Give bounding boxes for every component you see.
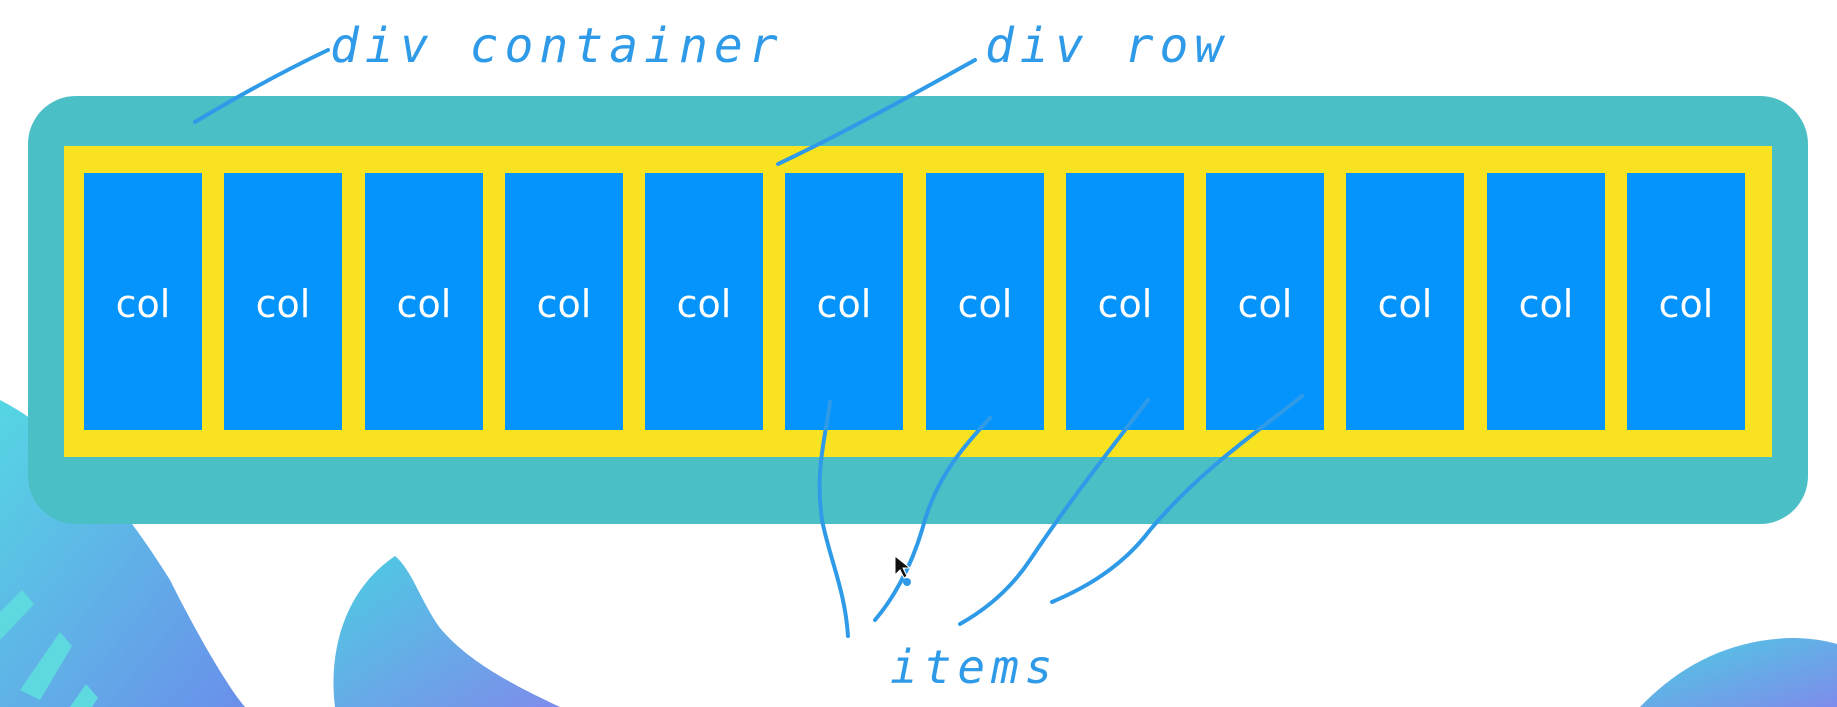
column-6: col: [785, 173, 903, 430]
bg-stripe: [20, 632, 72, 700]
label-items: items: [890, 640, 1059, 694]
column-label: col: [1658, 281, 1714, 326]
column-label: col: [1518, 281, 1574, 326]
pointer-row: [776, 58, 977, 166]
column-label: col: [396, 281, 452, 326]
bg-blob-center: [333, 556, 560, 707]
pointer-item-3: [958, 398, 1150, 626]
mouse-cursor-icon: [894, 554, 912, 579]
column-3: col: [365, 173, 483, 430]
column-2: col: [224, 173, 342, 430]
bg-blob-right: [1640, 638, 1837, 707]
column-label: col: [1237, 281, 1293, 326]
bg-stripe: [0, 590, 34, 640]
pointer-item-2: [873, 416, 992, 622]
column-label: col: [957, 281, 1013, 326]
column-10: col: [1346, 173, 1464, 430]
pointer-item-1: [817, 400, 850, 638]
stray-dot: [903, 578, 911, 586]
column-label: col: [115, 281, 171, 326]
column-8: col: [1066, 173, 1184, 430]
column-7: col: [926, 173, 1044, 430]
column-label: col: [1377, 281, 1433, 326]
label-div-container: div container: [330, 18, 784, 74]
pointer-item-4: [1050, 394, 1304, 604]
column-12: col: [1627, 173, 1745, 430]
column-label: col: [816, 281, 872, 326]
column-label: col: [255, 281, 311, 326]
pointer-container: [193, 48, 330, 124]
column-label: col: [1097, 281, 1153, 326]
column-9: col: [1206, 173, 1324, 430]
column-5: col: [645, 173, 763, 430]
column-label: col: [676, 281, 732, 326]
column-1: col: [84, 173, 202, 430]
label-div-row: div row: [985, 18, 1230, 74]
bg-stripe: [70, 684, 98, 707]
column-4: col: [505, 173, 623, 430]
column-11: col: [1487, 173, 1605, 430]
column-label: col: [536, 281, 592, 326]
